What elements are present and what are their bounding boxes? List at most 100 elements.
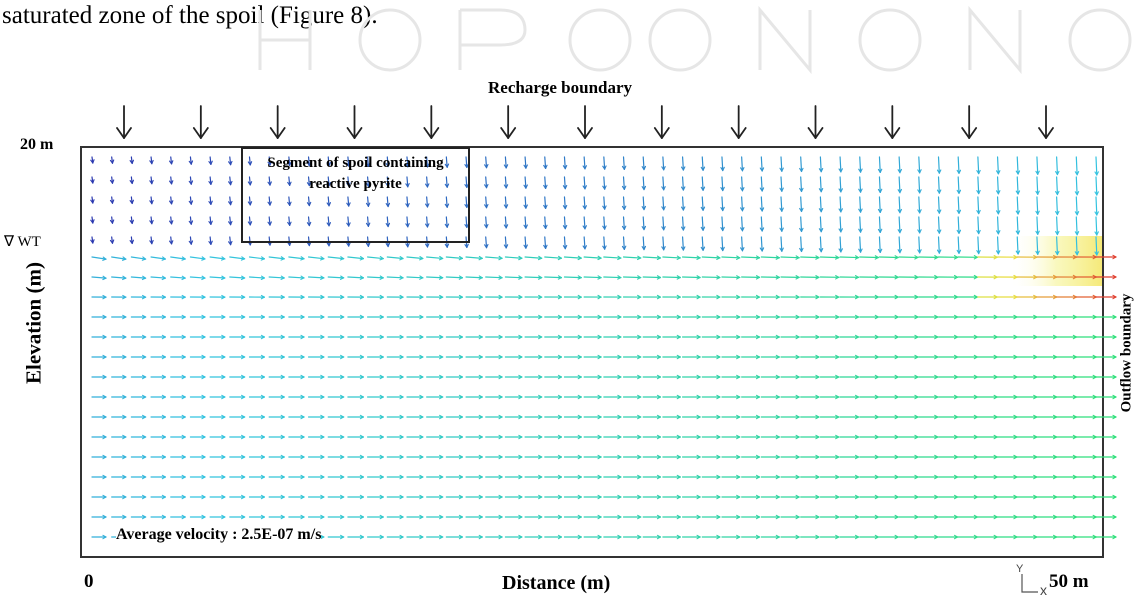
velocity-vector bbox=[130, 474, 147, 480]
velocity-vector bbox=[800, 454, 820, 460]
velocity-vector bbox=[287, 176, 292, 186]
velocity-vector bbox=[760, 454, 780, 460]
velocity-vector bbox=[760, 434, 780, 440]
velocity-vector bbox=[445, 354, 464, 360]
velocity-vector bbox=[485, 434, 503, 440]
velocity-vector bbox=[1036, 294, 1058, 300]
velocity-vector bbox=[858, 176, 863, 193]
velocity-vector bbox=[662, 514, 681, 520]
velocity-vector bbox=[937, 414, 959, 420]
velocity-vector bbox=[1095, 534, 1117, 540]
velocity-vector bbox=[603, 454, 622, 460]
velocity-vector bbox=[268, 354, 285, 360]
velocity-vector bbox=[799, 196, 804, 213]
velocity-vector bbox=[918, 494, 939, 500]
velocity-vector bbox=[957, 414, 978, 420]
velocity-vector bbox=[918, 514, 939, 520]
velocity-vector bbox=[268, 494, 285, 500]
velocity-vector bbox=[661, 156, 666, 171]
velocity-vector bbox=[150, 294, 167, 300]
velocity-vector bbox=[819, 414, 840, 420]
velocity-vector bbox=[268, 275, 285, 280]
velocity-vector bbox=[740, 176, 745, 192]
velocity-vector bbox=[603, 494, 622, 500]
velocity-vector bbox=[996, 294, 1018, 300]
velocity-vector bbox=[859, 434, 879, 440]
velocity-vector bbox=[780, 494, 800, 500]
velocity-vector bbox=[465, 494, 483, 500]
outflow-boundary-label: Outflow boundary bbox=[1118, 293, 1135, 413]
velocity-vector bbox=[583, 474, 602, 480]
recharge-arrow-icon bbox=[1038, 105, 1054, 139]
velocity-vector bbox=[504, 314, 523, 320]
velocity-vector bbox=[700, 196, 706, 211]
velocity-vector bbox=[563, 354, 582, 360]
velocity-vector bbox=[701, 534, 721, 540]
velocity-vector bbox=[386, 514, 404, 520]
velocity-vector bbox=[937, 374, 959, 380]
velocity-vector bbox=[209, 514, 226, 520]
velocity-vector bbox=[288, 354, 305, 360]
velocity-vector bbox=[720, 236, 725, 252]
velocity-vector bbox=[90, 236, 95, 244]
velocity-vector bbox=[91, 474, 107, 480]
velocity-vector bbox=[681, 394, 701, 400]
velocity-vector bbox=[268, 334, 285, 340]
velocity-vector bbox=[859, 394, 879, 400]
velocity-vector bbox=[327, 394, 345, 400]
velocity-vector bbox=[445, 514, 464, 520]
velocity-vector bbox=[563, 294, 582, 300]
velocity-vector bbox=[819, 374, 840, 380]
velocity-vector bbox=[189, 275, 206, 281]
velocity-vector bbox=[91, 454, 107, 460]
x-end-label: 50 m bbox=[1049, 571, 1089, 592]
velocity-vector bbox=[465, 334, 483, 340]
velocity-vector bbox=[307, 275, 325, 280]
velocity-vector bbox=[877, 216, 883, 234]
velocity-vector bbox=[622, 374, 642, 380]
velocity-vector bbox=[877, 176, 883, 194]
velocity-vector bbox=[129, 216, 135, 225]
velocity-vector bbox=[465, 354, 483, 360]
velocity-vector bbox=[327, 334, 345, 340]
velocity-vector bbox=[800, 434, 820, 440]
velocity-vector bbox=[563, 474, 582, 480]
velocity-vector bbox=[995, 236, 1001, 255]
velocity-vector bbox=[1016, 514, 1038, 520]
velocity-vector bbox=[504, 514, 523, 520]
velocity-vector bbox=[721, 474, 741, 480]
velocity-vector bbox=[1036, 474, 1058, 480]
velocity-vector bbox=[288, 334, 305, 340]
velocity-vector bbox=[326, 176, 331, 187]
velocity-vector bbox=[1036, 494, 1058, 500]
velocity-vector bbox=[150, 414, 167, 420]
velocity-vector bbox=[268, 474, 285, 480]
velocity-vector bbox=[741, 275, 761, 280]
velocity-vector bbox=[562, 176, 568, 190]
velocity-vector bbox=[170, 275, 186, 281]
velocity-vector bbox=[386, 434, 404, 440]
velocity-vector bbox=[622, 334, 642, 340]
velocity-vector bbox=[681, 255, 701, 260]
velocity-vector bbox=[170, 434, 186, 440]
velocity-vector bbox=[878, 354, 899, 360]
velocity-vector bbox=[1016, 434, 1038, 440]
velocity-vector bbox=[405, 196, 410, 208]
velocity-vector bbox=[583, 434, 602, 440]
velocity-vector bbox=[544, 394, 563, 400]
velocity-vector bbox=[229, 314, 246, 320]
velocity-vector bbox=[426, 394, 444, 400]
velocity-vector bbox=[367, 354, 384, 360]
velocity-vector bbox=[386, 374, 404, 380]
velocity-vector bbox=[819, 334, 840, 340]
velocity-vector bbox=[779, 236, 784, 252]
velocity-vector bbox=[426, 354, 444, 360]
velocity-vector bbox=[877, 236, 883, 254]
velocity-vector bbox=[897, 236, 903, 254]
velocity-vector bbox=[760, 414, 780, 420]
velocity-vector bbox=[977, 494, 998, 500]
velocity-vector bbox=[424, 156, 430, 168]
velocity-vector bbox=[485, 334, 503, 340]
velocity-vector bbox=[129, 236, 135, 245]
velocity-vector bbox=[385, 196, 391, 208]
